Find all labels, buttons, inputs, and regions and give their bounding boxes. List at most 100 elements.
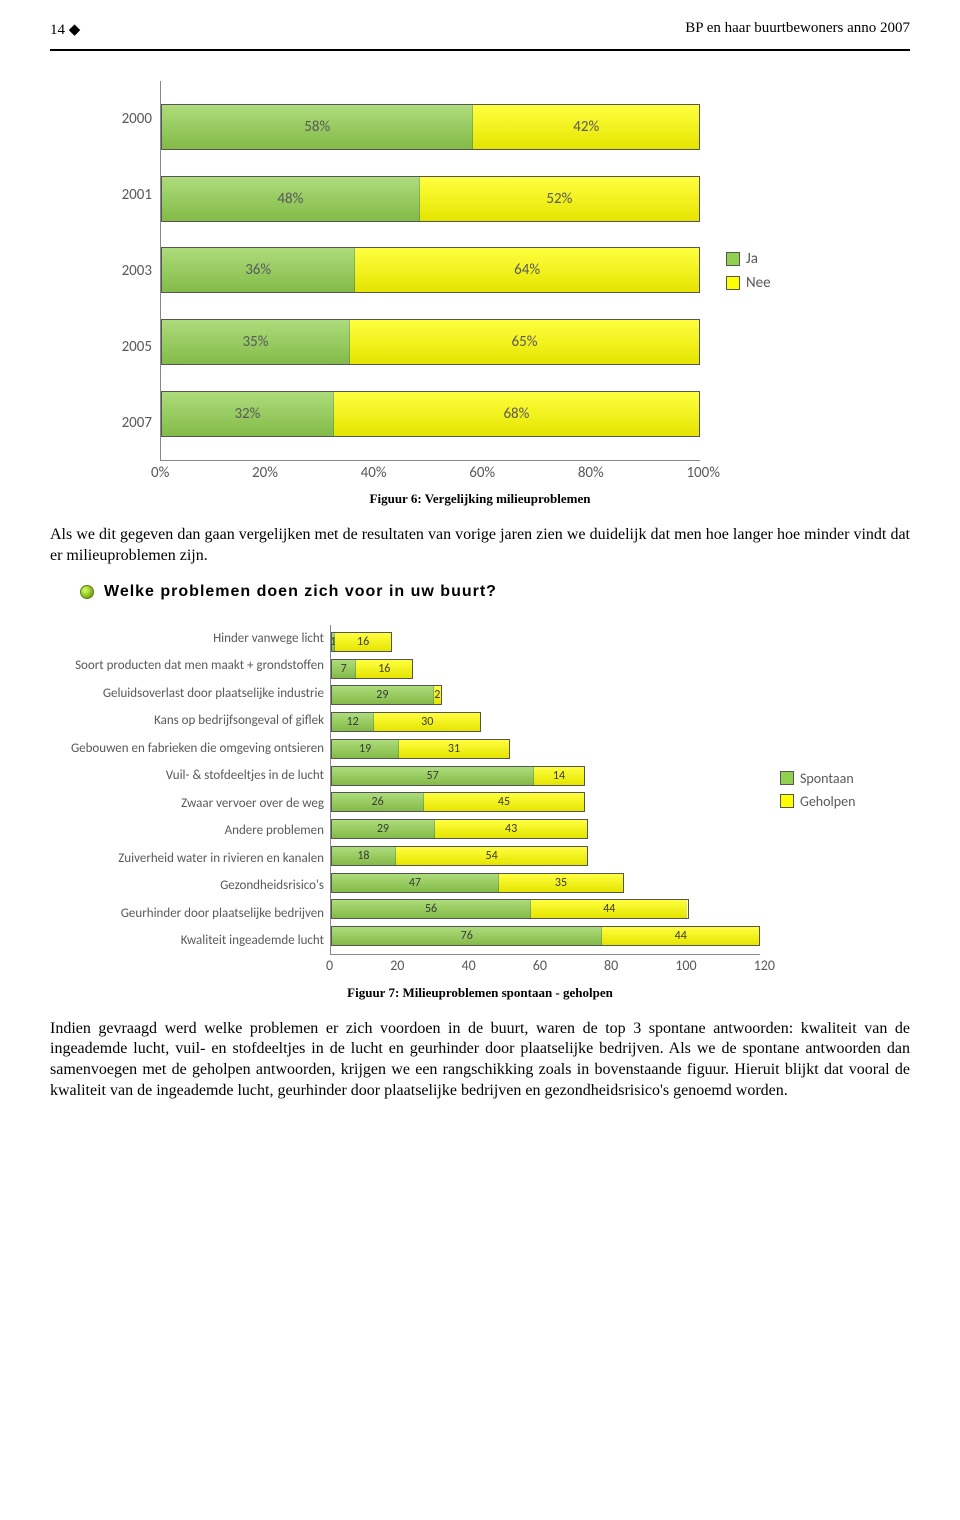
chart1-bar: 36%64% bbox=[161, 247, 700, 293]
chart2-segment: 14 bbox=[534, 767, 584, 785]
chart2-category-label: Zuiverheid water in rivieren en kanalen bbox=[70, 851, 324, 866]
chart2-bar: 5644 bbox=[331, 899, 689, 919]
chart1-xtick: 20% bbox=[252, 464, 278, 482]
chart2-legend-item: Geholpen bbox=[780, 793, 880, 810]
chart2-category-label: Geluidsoverlast door plaatselijke indust… bbox=[70, 686, 324, 701]
chart2-bar: 716 bbox=[331, 659, 413, 679]
chart2-segment: 44 bbox=[602, 927, 759, 945]
chart2-segment: 31 bbox=[399, 740, 509, 758]
chart2-category-label: Zwaar vervoer over de weg bbox=[70, 796, 324, 811]
chart-milieuproblemen-spontaan-geholpen: Hinder vanwege licht Soort producten dat … bbox=[70, 625, 890, 955]
chart2-category-label: Gebouwen en fabrieken die omgeving ontsi… bbox=[70, 741, 324, 756]
chart2-bar: 2943 bbox=[331, 819, 588, 839]
chart1-segment: 32% bbox=[162, 392, 334, 436]
chart2-category-label: Kwaliteit ingeademde lucht bbox=[70, 933, 324, 948]
chart2-segment: 47 bbox=[332, 874, 499, 892]
chart1-category-label: 2005 bbox=[100, 338, 152, 356]
chart1-bar: 32%68% bbox=[161, 391, 700, 437]
chart1-segment: 36% bbox=[162, 248, 355, 292]
chart2-bar: 1854 bbox=[331, 846, 588, 866]
chart2-category-label: Vuil- & stofdeeltjes in de lucht bbox=[70, 768, 324, 783]
legend-swatch-icon bbox=[726, 276, 740, 290]
chart1-xtick: 60% bbox=[469, 464, 495, 482]
chart2-xtick: 20 bbox=[390, 957, 404, 974]
chart1-category-label: 2003 bbox=[100, 262, 152, 280]
chart-milieuproblemen-vergelijking: 20002001200320052007 58%42%48%52%36%64%3… bbox=[100, 81, 860, 461]
chart2-xtick: 100 bbox=[675, 957, 696, 974]
legend-swatch-icon bbox=[780, 794, 794, 808]
chart2-category-label: Kans op bedrijfsongeval of giflek bbox=[70, 713, 324, 728]
page-number: 14 ◆ bbox=[50, 20, 80, 39]
running-head-title: BP en haar buurtbewoners anno 2007 bbox=[685, 20, 910, 39]
chart2-segment: 7 bbox=[332, 660, 356, 678]
chart2-segment: 43 bbox=[435, 820, 588, 838]
chart1-legend-item: Nee bbox=[726, 274, 820, 292]
chart2-segment: 35 bbox=[499, 874, 623, 892]
bullet-ball-icon bbox=[80, 585, 94, 599]
chart2-segment: 19 bbox=[332, 740, 399, 758]
chart1-segment: 68% bbox=[334, 392, 699, 436]
chart1-xtick: 0% bbox=[151, 464, 169, 482]
chart2-segment: 30 bbox=[374, 713, 480, 731]
chart1-category-label: 2000 bbox=[100, 110, 152, 128]
chart2-segment: 76 bbox=[332, 927, 602, 945]
chart2-segment: 26 bbox=[332, 793, 424, 811]
chart2-xtick: 120 bbox=[754, 957, 775, 974]
chart2-category-label: Geurhinder door plaatselijke bedrijven bbox=[70, 906, 324, 921]
legend-label: Spontaan bbox=[800, 770, 854, 787]
chart2-legend-item: Spontaan bbox=[780, 770, 880, 787]
chart1-bar: 35%65% bbox=[161, 319, 700, 365]
legend-label: Nee bbox=[746, 274, 771, 292]
chart1-segment: 64% bbox=[355, 248, 699, 292]
chart2-bar: 5714 bbox=[331, 766, 585, 786]
legend-label: Ja bbox=[746, 250, 758, 268]
chart1-segment: 48% bbox=[162, 177, 420, 221]
header-rule bbox=[50, 49, 910, 51]
chart1-xtick: 100% bbox=[686, 464, 720, 482]
chart2-segment: 16 bbox=[335, 633, 390, 651]
chart2-segment: 44 bbox=[531, 900, 687, 918]
chart2-xtick: 40 bbox=[461, 957, 475, 974]
chart1-xtick: 40% bbox=[361, 464, 387, 482]
chart1-bar: 48%52% bbox=[161, 176, 700, 222]
chart2-bar: 292 bbox=[331, 685, 442, 705]
chart1-segment: 42% bbox=[473, 105, 699, 149]
body-paragraph-1: Als we dit gegeven dan gaan vergelijken … bbox=[50, 525, 910, 567]
chart2-bar: 7644 bbox=[331, 926, 760, 946]
chart2-segment: 57 bbox=[332, 767, 534, 785]
chart2-bar: 1230 bbox=[331, 712, 481, 732]
chart2-xtick: 80 bbox=[604, 957, 618, 974]
chart2-xtick: 60 bbox=[533, 957, 547, 974]
chart2-segment: 45 bbox=[424, 793, 584, 811]
chart2-segment: 29 bbox=[332, 686, 434, 704]
question-text: Welke problemen doen zich voor in uw buu… bbox=[104, 583, 497, 601]
body-paragraph-2: Indien gevraagd werd welke problemen er … bbox=[50, 1019, 910, 1102]
chart1-segment: 35% bbox=[162, 320, 350, 364]
legend-swatch-icon bbox=[780, 771, 794, 785]
chart2-category-label: Gezondheidsrisico's bbox=[70, 878, 324, 893]
chart2-segment: 16 bbox=[356, 660, 412, 678]
chart2-category-label: Hinder vanwege licht bbox=[70, 631, 324, 646]
chart2-category-label: Soort producten dat men maakt + grondsto… bbox=[70, 658, 324, 673]
chart2-segment: 18 bbox=[332, 847, 396, 865]
chart1-legend-item: Ja bbox=[726, 250, 820, 268]
chart1-xtick: 80% bbox=[578, 464, 604, 482]
chart1-segment: 58% bbox=[162, 105, 473, 149]
chart2-segment: 56 bbox=[332, 900, 531, 918]
figure-caption-7: Figuur 7: Milieuproblemen spontaan - geh… bbox=[50, 985, 910, 1001]
chart2-category-label: Andere problemen bbox=[70, 823, 324, 838]
figure-caption-6: Figuur 6: Vergelijking milieuproblemen bbox=[50, 491, 910, 507]
chart1-bar: 58%42% bbox=[161, 104, 700, 150]
chart1-category-label: 2001 bbox=[100, 186, 152, 204]
chart2-bar: 2645 bbox=[331, 792, 585, 812]
chart1-segment: 65% bbox=[350, 320, 699, 364]
chart1-category-label: 2007 bbox=[100, 414, 152, 432]
chart2-xtick: 0 bbox=[326, 957, 333, 974]
chart1-segment: 52% bbox=[420, 177, 699, 221]
chart2-segment: 2 bbox=[434, 686, 441, 704]
chart2-segment: 29 bbox=[332, 820, 435, 838]
question-bullet: Welke problemen doen zich voor in uw buu… bbox=[80, 583, 910, 601]
chart2-segment: 12 bbox=[332, 713, 374, 731]
chart2-bar: 1931 bbox=[331, 739, 510, 759]
legend-swatch-icon bbox=[726, 252, 740, 266]
